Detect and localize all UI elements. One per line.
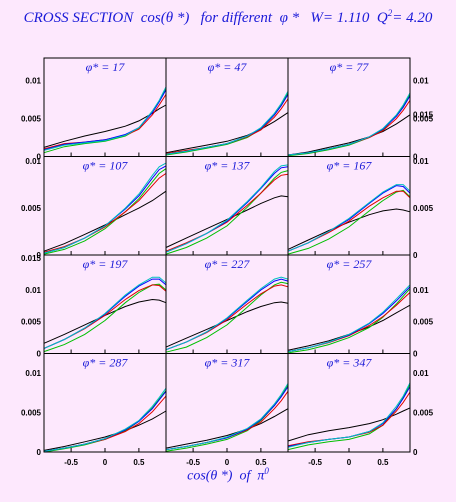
row-3-left-ytick-label-4: 0.015 xyxy=(21,254,42,263)
panel-5-series-2 xyxy=(165,170,289,255)
panel-10-label: φ* = 287 xyxy=(83,356,129,370)
chart-title-sup: 2 xyxy=(387,8,393,18)
panel-1-label: φ* = 17 xyxy=(86,60,126,74)
panel-7-series-5 xyxy=(43,276,167,349)
x-axis-label-sup: 0 xyxy=(264,466,269,476)
chart-title: CROSS SECTION cos(θ *) for different φ *… xyxy=(0,8,456,27)
row-2-right-ytick-label-1: 0 xyxy=(413,251,418,260)
col-2-xtick-label-1: -0.5 xyxy=(186,458,200,467)
panel-8-label: φ* = 227 xyxy=(205,257,251,271)
row-3-right-ytick-label-2: 0.005 xyxy=(413,318,434,327)
col-2-xtick-label-2: 0 xyxy=(225,458,230,467)
panel-11-label: φ* = 317 xyxy=(205,356,251,370)
panel-5-label: φ* = 137 xyxy=(205,159,251,173)
col-2-xtick-label-3: 0.5 xyxy=(255,458,267,467)
panel-6-series-1 xyxy=(287,208,411,250)
x-axis-label-text: cos(θ *) of π xyxy=(187,468,265,484)
row-4-left-ytick-label-2: 0.005 xyxy=(21,409,42,418)
panel-9-label: φ* = 257 xyxy=(327,257,373,271)
panel-12-series-1 xyxy=(287,407,411,442)
col-3-xtick-label-1: -0.5 xyxy=(308,458,322,467)
row-3-left-ytick-label-2: 0.005 xyxy=(21,318,42,327)
row-1-right-ytick-label-1: 0 xyxy=(413,153,418,162)
col-1-xtick-label-1: -0.5 xyxy=(64,458,78,467)
panel-8-series-5 xyxy=(165,276,289,351)
col-3-xtick-label-2: 0 xyxy=(347,458,352,467)
row-2-right-ytick-label-3: 0.01 xyxy=(413,157,429,166)
panel-9-series-5 xyxy=(287,284,411,353)
row-1-right-ytick-label-2: 0.005 xyxy=(413,115,434,124)
panel-1-series-5 xyxy=(43,86,167,151)
chart-title-suffix: = 4.20 xyxy=(392,10,433,26)
panel-4-label: φ* = 107 xyxy=(83,159,129,173)
row-1-left-ytick-label-1: 0 xyxy=(37,153,42,162)
col-3-xtick-label-3: 0.5 xyxy=(377,458,389,467)
chart-title-text: CROSS SECTION cos(θ *) for different φ *… xyxy=(23,10,388,26)
panel-5-series-1 xyxy=(165,195,289,248)
panel-5-series-5 xyxy=(165,164,289,253)
row-3-left-ytick-label-1: 0 xyxy=(37,350,42,359)
panel-1-series-4 xyxy=(43,89,167,151)
panel-12-label: φ* = 347 xyxy=(327,356,373,370)
panel-9-series-2 xyxy=(287,288,411,354)
panel-2-series-3 xyxy=(165,98,289,154)
col-1-xtick-label-3: 0.5 xyxy=(133,458,145,467)
row-1-left-ytick-label-3: 0.01 xyxy=(25,77,41,86)
panel-8-series-2 xyxy=(165,281,289,353)
panel-6-series-5 xyxy=(287,184,411,252)
panel-4-series-5 xyxy=(43,162,167,254)
row-3-right-ytick-label-1: 0 xyxy=(413,350,418,359)
row-4-right-ytick-label-3: 0.01 xyxy=(413,369,429,378)
panel-2-series-1 xyxy=(165,112,289,154)
row-2-left-ytick-label-1: 0 xyxy=(37,251,42,260)
panel-7-series-2 xyxy=(43,283,167,353)
panel-2-label: φ* = 47 xyxy=(208,60,248,74)
x-axis-label: cos(θ *) of π0 xyxy=(0,466,456,485)
row-2-left-ytick-label-2: 0.005 xyxy=(21,204,42,213)
panel-8-series-1 xyxy=(165,301,289,348)
row-4-left-ytick-label-3: 0.01 xyxy=(25,369,41,378)
row-1-left-ytick-label-2: 0.005 xyxy=(21,115,42,124)
col-1-xtick-label-2: 0 xyxy=(103,458,108,467)
panel-6-label: φ* = 167 xyxy=(327,159,373,173)
panel-2-series-5 xyxy=(165,91,289,155)
panel-3-label: φ* = 77 xyxy=(330,60,370,74)
panel-7-series-1 xyxy=(43,298,167,344)
panel-11-series-5 xyxy=(165,383,289,451)
row-3-right-ytick-label-3: 0.01 xyxy=(413,286,429,295)
row-4-left-ytick-label-1: 0 xyxy=(37,448,42,457)
row-4-right-ytick-label-1: 0 xyxy=(413,448,418,457)
row-1-right-ytick-label-3: 0.01 xyxy=(413,77,429,86)
row-2-right-ytick-label-4: 0.015 xyxy=(413,110,434,119)
panel-7-label: φ* = 197 xyxy=(83,257,129,271)
panel-3-series-5 xyxy=(287,92,411,156)
panel-4-series-1 xyxy=(43,190,167,252)
panel-12-series-5 xyxy=(287,382,411,448)
row-2-right-ytick-label-2: 0.005 xyxy=(413,204,434,213)
row-3-left-ytick-label-3: 0.01 xyxy=(25,286,41,295)
row-4-right-ytick-label-2: 0.005 xyxy=(413,409,434,418)
panel-10-series-5 xyxy=(43,387,167,452)
row-2-left-ytick-label-3: 0.01 xyxy=(25,157,41,166)
panel-1-series-1 xyxy=(43,104,167,148)
panel-4-series-3 xyxy=(43,172,167,253)
panel-5-series-3 xyxy=(165,173,289,252)
panel-border-12 xyxy=(287,353,411,453)
